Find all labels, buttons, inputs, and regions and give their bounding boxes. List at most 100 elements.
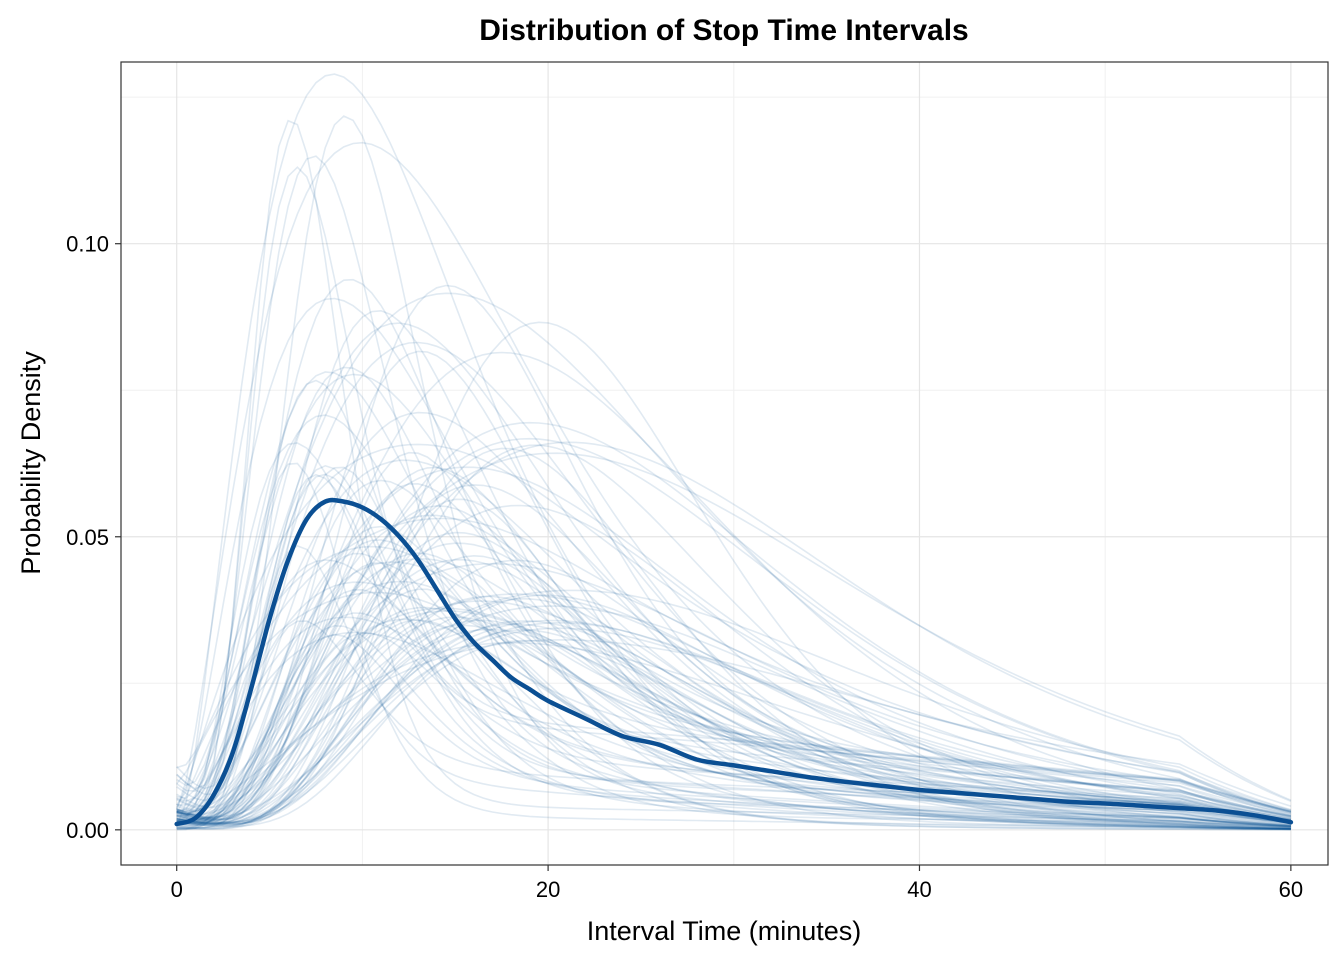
y-axis-label: Probability Density xyxy=(16,351,46,575)
x-tick-label: 40 xyxy=(907,877,931,902)
sample-density-curve xyxy=(176,459,1292,821)
sample-density-curve xyxy=(176,473,1291,826)
x-tick-label: 0 xyxy=(171,877,183,902)
sample-density-curve xyxy=(176,612,1292,820)
sample-density-curve xyxy=(176,624,1291,828)
axis-ticks: 0 20 40 60 0.00 0.05 0.10 xyxy=(66,232,1303,902)
sample-density-curve xyxy=(176,309,1292,824)
chart-title: Distribution of Stop Time Intervals xyxy=(479,14,969,47)
sample-density-curve xyxy=(176,554,1291,826)
sample-density-curve xyxy=(176,414,1291,831)
sample-density-curve xyxy=(176,373,1291,823)
sample-density-curve xyxy=(176,628,1291,825)
sample-density-curve xyxy=(176,606,1292,821)
sample-density-curve xyxy=(176,444,1291,830)
sample-density-curve xyxy=(176,292,1292,816)
sample-density-curve xyxy=(176,616,1291,828)
sample-density-curve xyxy=(176,597,1291,830)
sample-density-curve xyxy=(176,559,1292,831)
sample-density-curve xyxy=(176,366,1291,831)
sample-density-curve xyxy=(176,620,1291,829)
grid xyxy=(121,62,1328,865)
sample-density-curve xyxy=(176,297,1292,819)
sample-density-curve xyxy=(176,633,1291,828)
sample-density-curve xyxy=(176,631,1291,824)
sample-density-curve xyxy=(176,641,1292,825)
x-axis-label: Interval Time (minutes) xyxy=(587,916,862,946)
sample-density-curve xyxy=(176,442,1291,830)
sample-density-curve xyxy=(176,421,1292,827)
sample-density-curve xyxy=(176,639,1292,815)
sample-density-curve xyxy=(176,514,1292,831)
plot-panel-border xyxy=(120,61,1329,866)
sample-density-curve xyxy=(176,466,1291,829)
sample-density-curve xyxy=(176,561,1291,830)
sample-density-curve xyxy=(176,594,1292,825)
sample-density-curve xyxy=(176,581,1292,814)
sample-density-curve xyxy=(176,621,1292,826)
sample-density-curve xyxy=(176,531,1291,827)
sample-density-curve xyxy=(176,462,1291,830)
sample-density-curve xyxy=(176,525,1292,829)
sample-density-curve xyxy=(176,482,1292,822)
sample-density-curve xyxy=(176,371,1292,822)
sample-density-curve xyxy=(176,629,1291,828)
sample-density-curve xyxy=(176,322,1291,823)
sample-density-curve xyxy=(176,411,1291,826)
sample-density-curve xyxy=(176,284,1292,821)
sample-density-curve xyxy=(176,627,1292,822)
sample-density-curve xyxy=(176,610,1291,830)
sample-density-curve xyxy=(176,589,1292,816)
sample-density-curve xyxy=(176,639,1291,830)
sample-density-curve xyxy=(175,141,1291,825)
mean-density-curve xyxy=(174,497,1294,827)
sample-density-curve xyxy=(176,517,1292,814)
sample-density-curve xyxy=(176,466,1291,830)
sample-density-curve xyxy=(176,632,1291,827)
sample-density-curve xyxy=(176,505,1291,830)
sample-density-curve xyxy=(175,73,1291,827)
sample-density-curve xyxy=(176,119,1291,828)
sample-density-curve xyxy=(176,552,1291,830)
sample-density-curve xyxy=(176,623,1291,830)
sample-density-curve xyxy=(176,166,1292,813)
sample-density-curve xyxy=(176,619,1291,831)
sample-density-curve xyxy=(176,595,1292,826)
sample-density-curve xyxy=(176,620,1291,826)
sample-density-curve xyxy=(176,115,1291,829)
sample-density-curve xyxy=(176,562,1292,815)
y-tick-label: 0.10 xyxy=(66,232,109,257)
sample-density-curve xyxy=(176,580,1291,830)
sample-density-curve xyxy=(176,447,1291,830)
sample-density-curve xyxy=(176,624,1292,827)
sample-density-curve xyxy=(176,351,1292,828)
sample-density-curve xyxy=(176,321,1291,828)
sample-density-curve xyxy=(176,562,1291,830)
sample-density-curve xyxy=(176,557,1292,831)
sample-density-curve xyxy=(176,545,1291,830)
sample-density-curve xyxy=(176,542,1291,827)
sample-density-curve xyxy=(176,600,1291,828)
sample-density-curve xyxy=(176,451,1291,828)
sample-density-curve xyxy=(176,539,1291,828)
sample-density-curve xyxy=(176,588,1291,825)
sample-density-curve xyxy=(176,545,1292,818)
sample-density-curve xyxy=(176,452,1292,824)
sample-density-curve xyxy=(176,441,1292,823)
sample-density-curve xyxy=(176,607,1291,830)
sample-density-curve xyxy=(176,619,1292,825)
x-tick-label: 60 xyxy=(1279,877,1303,902)
sample-density-curve xyxy=(176,437,1292,816)
x-tick-label: 20 xyxy=(536,877,560,902)
sample-density-curve xyxy=(176,479,1292,821)
sample-density-curve xyxy=(176,278,1291,825)
y-tick-label: 0.05 xyxy=(66,525,109,550)
sample-density-curve xyxy=(176,588,1292,825)
sample-density-curve xyxy=(175,443,1292,811)
sample-density-curve xyxy=(176,155,1291,830)
sample-density-curve xyxy=(176,593,1291,824)
sample-density-curve xyxy=(176,558,1291,829)
sample-density-curve xyxy=(176,605,1292,824)
sample-density-curve xyxy=(176,591,1292,817)
